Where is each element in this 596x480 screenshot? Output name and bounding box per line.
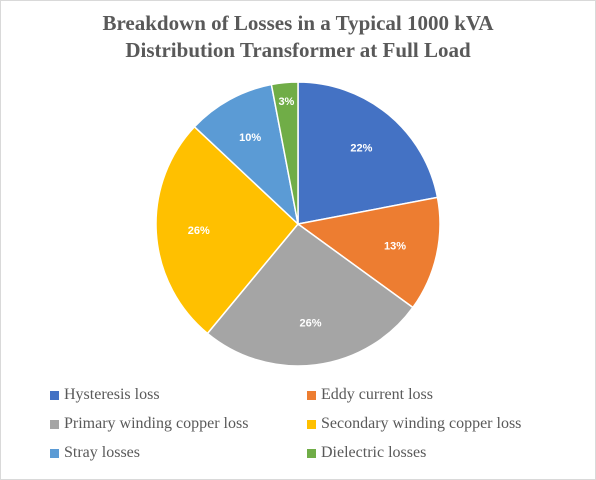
legend-label: Stray losses [64,444,140,461]
data-label-eddy-current-loss: 13% [384,241,406,253]
data-label-hysteresis-loss: 22% [350,142,372,154]
legend-label: Hysteresis loss [64,386,160,403]
legend-item-stray-losses: Stray losses [50,444,140,462]
legend-swatch [50,419,59,429]
pie-slice-secondary-winding-copper-loss [155,125,300,335]
pie-slice-stray-losses [193,83,300,227]
legend-swatch [50,390,59,400]
data-label-dielectric-losses: 3% [278,96,294,108]
legend-label: Primary winding copper loss [64,415,249,432]
pie-slice-dielectric-losses [270,81,299,225]
chart-title: Breakdown of Losses in a Typical 1000 kV… [0,10,596,64]
chart-title-line-1: Breakdown of Losses in a Typical 1000 kV… [102,11,494,35]
legend-label: Secondary winding copper loss [321,415,522,432]
legend-item-eddy-current-loss: Eddy current loss [307,386,433,404]
legend-swatch [50,448,59,458]
data-label-stray-losses: 10% [239,132,261,144]
pie-slice-primary-winding-copper-loss [206,222,414,367]
legend-swatch [307,390,316,400]
legend-item-secondary-winding-copper-loss: Secondary winding copper loss [307,415,521,433]
pie-slice-eddy-current-loss [296,196,441,309]
legend-swatch [307,448,316,458]
legend-label: Eddy current loss [321,386,433,403]
legend-item-primary-winding-copper-loss: Primary winding copper loss [50,415,248,433]
legend-swatch [307,419,316,429]
chart-title-line-2: Distribution Transformer at Full Load [125,38,471,62]
legend-item-hysteresis-loss: Hysteresis loss [50,386,160,404]
legend-item-dielectric-losses: Dielectric losses [307,444,426,462]
data-label-primary-winding-copper-loss: 26% [299,318,321,330]
pie-slice-hysteresis-loss [297,81,439,225]
legend-label: Dielectric losses [321,444,427,461]
data-label-secondary-winding-copper-loss: 26% [188,225,210,237]
